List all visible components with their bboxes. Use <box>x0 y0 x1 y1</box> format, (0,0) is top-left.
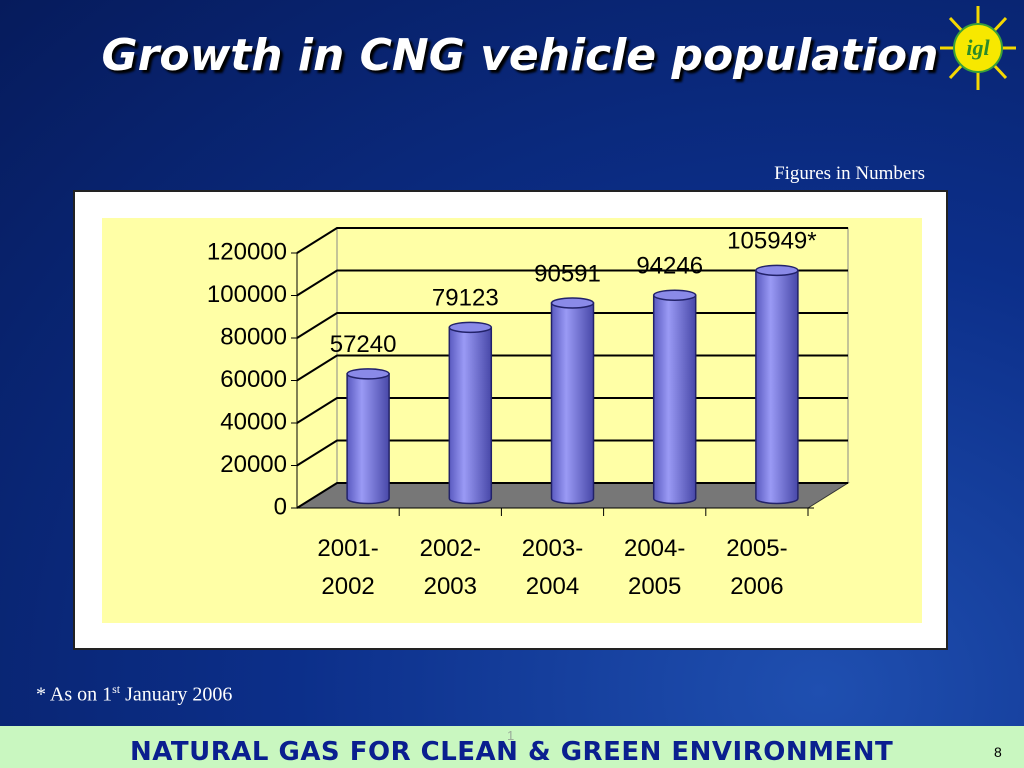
grid-line <box>296 269 848 297</box>
page-number: 8 <box>994 744 1002 760</box>
slide-title: Growth in CNG vehicle population <box>101 30 939 81</box>
x-tick-label: 2004-2005 <box>623 535 686 600</box>
y-tick-label: 100000 <box>207 281 287 308</box>
x-tick-label: 2001-2002 <box>317 535 379 600</box>
data-label: 90591 <box>534 260 601 287</box>
data-label: 57240 <box>330 331 397 358</box>
footnote-text: * As on 1 <box>36 683 113 706</box>
logo-text: igl <box>966 35 990 60</box>
bar <box>448 326 493 505</box>
bar <box>346 373 390 505</box>
bar <box>652 294 697 505</box>
data-label: 79123 <box>432 285 499 312</box>
y-tick-label: 40000 <box>220 408 287 435</box>
bar-top <box>755 264 799 277</box>
footnote-text: January 2006 <box>120 683 233 706</box>
bar <box>550 302 595 505</box>
bar-top <box>550 297 595 309</box>
footnote: * As on 1st January 2006 <box>36 682 232 707</box>
subtitle: Figures in Numbers <box>774 163 925 184</box>
data-label: 105949* <box>727 228 816 255</box>
bar-top <box>346 368 390 380</box>
footer-text: NATURAL GAS FOR CLEAN & GREEN ENVIRONMEN… <box>130 737 894 767</box>
y-tick-label: 0 <box>274 493 287 520</box>
bar-top <box>652 289 697 301</box>
grid-line <box>296 227 848 254</box>
logo: igl <box>940 6 1016 90</box>
bar-top <box>448 321 493 334</box>
data-label: 94246 <box>636 253 703 280</box>
y-tick-label: 80000 <box>220 323 287 350</box>
x-tick-label: 2003-2004 <box>521 535 584 600</box>
footer-mark: 1 <box>507 728 515 743</box>
x-tick-label: 2002-2003 <box>419 535 481 600</box>
y-tick-label: 120000 <box>207 238 287 265</box>
footer-bar <box>0 726 1024 768</box>
footnote-sup: st <box>112 682 121 696</box>
y-tick-label: 60000 <box>220 366 287 393</box>
x-tick-label: 2005-2006 <box>726 535 788 600</box>
bar <box>755 269 799 505</box>
y-tick-label: 20000 <box>220 451 287 478</box>
